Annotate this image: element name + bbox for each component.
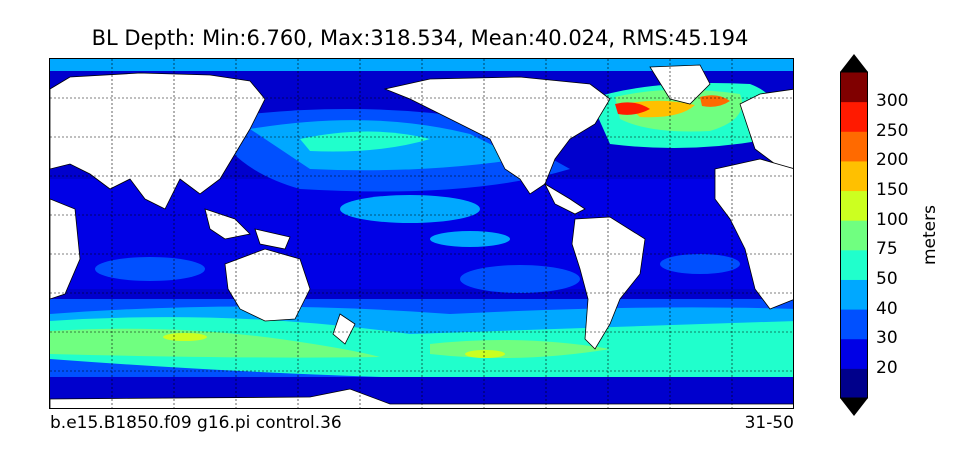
- colorbar-outline: [840, 71, 868, 399]
- new-guinea-landmass: [254, 228, 291, 250]
- colorbar-tick-label: 150: [876, 180, 909, 201]
- new-zealand-landmass: [332, 313, 356, 345]
- acc-deep-band: [50, 328, 380, 358]
- asia-landmass: [50, 72, 266, 210]
- europe-landmass: [739, 88, 793, 169]
- labrador-sea-patch: [625, 100, 695, 118]
- colorbar-tick-label: 75: [876, 239, 898, 260]
- south-america-landmass: [571, 216, 646, 350]
- colorbar-segment: [840, 249, 868, 280]
- africa-east-landmass: [50, 198, 81, 300]
- colorbar-segment: [840, 279, 868, 310]
- colorbar-segment: [840, 131, 868, 162]
- map-title: BL Depth: Min:6.760, Max:318.534, Mean:4…: [91, 26, 749, 50]
- indian-ocean-patch: [95, 257, 205, 281]
- colorbar-segment: [840, 220, 868, 251]
- colorbar-over-arrow: [840, 54, 868, 72]
- africa-landmass: [714, 158, 793, 310]
- north-america-landmass: [383, 76, 611, 195]
- colorbar-segment: [840, 309, 868, 340]
- map-plot: [50, 59, 793, 408]
- colorbar-segments: [840, 72, 868, 399]
- kuroshio-extension: [300, 131, 430, 152]
- colorbar-tick-label: 200: [876, 150, 909, 171]
- colorbar-segment: [840, 190, 868, 221]
- labrador-sea-max: [615, 102, 650, 115]
- subtropical-patch: [340, 195, 480, 223]
- map-panel: [49, 58, 794, 409]
- colorbar-tick-label: 250: [876, 120, 909, 141]
- max-depth-patch: [163, 333, 207, 341]
- subtropical-patch: [430, 231, 510, 247]
- colorbar-tick-label: 30: [876, 328, 898, 349]
- greenland-landmass: [649, 64, 711, 105]
- graticule: [50, 59, 793, 408]
- australia-landmass: [224, 248, 311, 322]
- colorbar: [840, 54, 868, 416]
- colorbar-segment: [840, 72, 868, 103]
- colorbar-segment: [840, 101, 868, 132]
- central-america-landmass: [544, 182, 586, 215]
- colorbar-under-arrow: [840, 398, 868, 416]
- land-masses: [50, 64, 793, 408]
- colorbar-segment: [840, 338, 868, 369]
- colorbar-tick-label: 40: [876, 298, 898, 319]
- indonesia-landmass: [204, 208, 251, 240]
- max-depth-patch: [465, 350, 505, 358]
- south-atlantic-patch: [660, 254, 740, 274]
- colorbar-tick-label: 100: [876, 209, 909, 230]
- colorbar-unit-label: meters: [920, 205, 940, 265]
- colorbar-tick-label: 300: [876, 91, 909, 112]
- colorbar-tick-label: 50: [876, 268, 898, 289]
- years-label: 31-50: [744, 413, 794, 433]
- colorbar-segment: [840, 368, 868, 399]
- case-name-label: b.e15.B1850.f09 g16.pi control.36: [50, 413, 342, 433]
- colorbar-segment: [840, 160, 868, 192]
- colorbar-tick-label: 20: [876, 357, 898, 378]
- south-pacific-patch: [460, 265, 580, 293]
